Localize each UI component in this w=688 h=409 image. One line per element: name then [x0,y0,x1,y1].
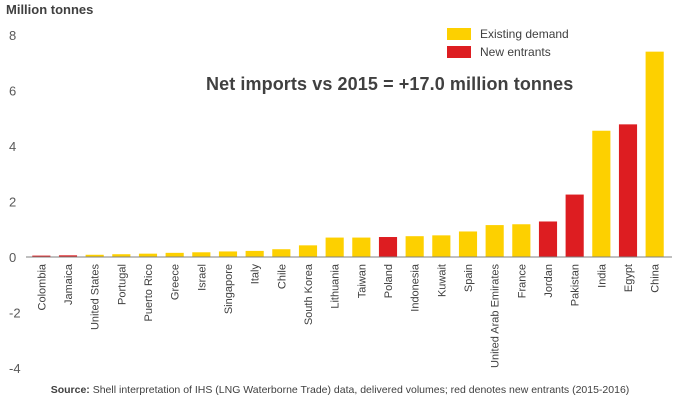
x-tick-label: Greece [170,264,182,300]
x-tick-label: Taiwan [356,264,368,298]
bar-puerto-rico [138,253,158,257]
source-note: Source: Shell interpretation of IHS (LNG… [40,384,640,396]
legend-swatch-existing [447,28,471,40]
bar-singapore [218,251,238,257]
bar-india [592,130,611,257]
x-tick-label: Israel [196,264,208,291]
bar-france [512,224,531,257]
x-tick-label: United Arab Emirates [490,264,502,368]
legend-label-existing: Existing demand [480,27,569,41]
bar-colombia [32,255,51,257]
source-text: Shell interpretation of IHS (LNG Waterbo… [92,384,630,396]
bar-united-arab-emirates [485,225,504,257]
legend-label-new: New entrants [480,45,551,59]
bar-jamaica [58,255,78,257]
y-tick-label: -2 [9,306,21,321]
x-tick-label: Indonesia [410,263,422,312]
x-tick-label: Italy [250,264,262,285]
bar-portugal [112,254,131,257]
source-label: Source: [50,384,90,396]
bar-chile [272,249,291,257]
legend-item-existing: Existing demand [447,25,569,43]
legend-swatch-new [447,46,471,58]
bar-south-korea [298,245,318,257]
y-tick-label: -4 [9,361,21,376]
legend: Existing demand New entrants [447,25,569,61]
y-tick-label: 0 [9,250,16,265]
x-tick-label: South Korea [303,263,315,325]
bar-egypt [618,124,638,257]
bar-greece [165,252,184,257]
x-tick-label: France [516,264,528,298]
x-tick-label: Singapore [223,264,235,314]
bar-poland [378,237,398,257]
chart-headline: Net imports vs 2015 = +17.0 million tonn… [206,74,574,94]
y-tick-label: 2 [9,195,16,210]
bar-lithuania [325,237,344,257]
x-tick-label: China [650,263,662,293]
x-tick-label: Jordan [543,264,555,298]
bar-kuwait [432,235,451,257]
x-tick-label: Portugal [116,264,128,305]
x-tick-label: Pakistan [570,264,582,306]
x-tick-label: Egypt [623,264,635,292]
x-tick-label: Poland [383,264,395,298]
bar-indonesia [405,236,424,257]
y-tick-label: 8 [9,28,16,43]
x-tick-label: Puerto Rico [143,264,155,321]
x-tick-label: Chile [276,264,288,289]
bar-spain [458,231,478,257]
x-tick-label: Spain [463,264,475,292]
x-tick-label: Kuwait [436,264,448,297]
bar-pakistan [565,194,584,257]
y-tick-label: 6 [9,84,16,99]
x-tick-label: Lithuania [330,263,342,309]
bar-italy [245,250,264,257]
bar-china [645,51,664,258]
bar-united-states [85,254,104,257]
x-tick-label: Colombia [36,263,48,310]
x-tick-label: India [596,263,608,288]
bar-taiwan [352,237,371,257]
x-tick-label: United States [90,264,102,331]
y-axis-title: Million tonnes [6,2,94,17]
legend-item-new: New entrants [447,43,569,61]
bar-jordan [538,221,558,257]
y-tick-label: 4 [9,139,16,154]
x-tick-label: Jamaica [63,263,75,305]
bar-israel [192,252,211,257]
